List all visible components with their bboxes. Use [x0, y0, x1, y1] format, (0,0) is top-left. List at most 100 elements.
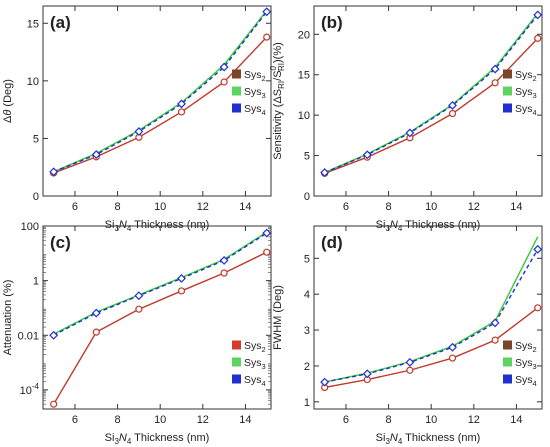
data-point — [490, 318, 500, 328]
data-point — [92, 328, 100, 336]
x-tick-label: 12 — [468, 201, 480, 213]
data-point — [220, 269, 228, 277]
data-point — [320, 168, 330, 178]
x-tick-label: 6 — [343, 201, 349, 213]
x-tick-label: 6 — [72, 414, 78, 426]
x-tick-label: 8 — [115, 414, 121, 426]
plot-frame — [42, 5, 272, 197]
legend-swatch — [232, 374, 241, 384]
plot-frame — [313, 5, 543, 197]
legend-label: Sys3 — [244, 357, 266, 371]
y-tick-label: 5 — [33, 133, 39, 145]
x-tick-label: 12 — [197, 201, 209, 213]
data-point — [263, 33, 271, 41]
y-tick-label: 4 — [304, 289, 310, 301]
data-point — [320, 377, 330, 387]
y-tick-label: 5 — [304, 151, 310, 163]
legend-label: Sys2 — [515, 69, 537, 83]
y-axis-label: Δθ (Deg) — [2, 79, 14, 123]
data-point — [177, 108, 186, 116]
panel-2: 6 8 10 12 14 0 5 10 15 20 Si3N4 Thickness (nm) Sens… — [269, 5, 543, 233]
x-tick-label: 10 — [154, 414, 166, 426]
panel-label: (a) — [50, 13, 71, 32]
data-point — [533, 244, 543, 254]
data-point — [362, 150, 372, 160]
legend-swatch — [503, 103, 512, 113]
x-tick-label: 8 — [115, 201, 121, 213]
data-point — [405, 128, 415, 138]
y-tick-label: 10 — [298, 110, 310, 122]
data-point — [490, 64, 500, 74]
panel-label: (d) — [321, 233, 343, 252]
legend-swatch — [232, 340, 241, 350]
x-tick-label: 14 — [239, 201, 251, 213]
panel-label: (c) — [50, 233, 71, 252]
data-point — [406, 366, 414, 374]
series-line-4 — [53, 232, 268, 336]
data-point — [49, 330, 59, 340]
data-point — [263, 248, 271, 256]
y-tick-label: 2 — [304, 361, 310, 373]
series-line-2 — [324, 37, 539, 175]
legend-label: Sys2 — [244, 340, 266, 354]
y-tick-label: 0 — [33, 191, 39, 203]
legend-swatch — [232, 86, 241, 96]
data-point — [448, 342, 457, 352]
data-point — [49, 167, 59, 177]
data-point — [134, 291, 144, 301]
data-point — [491, 336, 499, 344]
x-tick-label: 12 — [197, 414, 209, 426]
series-line-4 — [324, 248, 539, 383]
data-point — [491, 79, 499, 87]
legend-label: Sys3 — [515, 357, 537, 371]
data-point — [533, 10, 543, 20]
legend-label: Sys3 — [515, 86, 537, 100]
data-point — [220, 78, 228, 86]
panel-1: 6 8 10 12 14 0 5 10 15 Si3N4 Thickness (nm) Δθ (De… — [2, 5, 272, 233]
legend-label: Sys2 — [515, 340, 537, 354]
legend-swatch — [232, 357, 241, 367]
data-point — [91, 150, 101, 159]
x-tick-label: 10 — [425, 414, 437, 426]
legend-label: Sys2 — [244, 69, 266, 83]
legend-swatch — [503, 340, 512, 350]
x-tick-label: 14 — [510, 414, 522, 426]
x-tick-label: 14 — [510, 201, 522, 213]
y-tick-label: 20 — [298, 29, 310, 41]
data-point — [177, 274, 186, 283]
y-tick-label: 1 — [304, 397, 310, 409]
data-point — [534, 304, 542, 312]
panel-3: 6 8 10 12 14 10-4 0.01 1 100 Si3N4 Thickness (nm)… — [2, 221, 272, 446]
y-tick-label: 15 — [27, 18, 39, 30]
y-tick-label: 0 — [304, 191, 310, 203]
y-tick-label: 15 — [298, 70, 310, 82]
series-line-2 — [324, 307, 539, 389]
legend-label: Sys4 — [515, 103, 537, 117]
x-axis-label: Si3N4 Thickness (nm) — [376, 219, 481, 233]
data-point — [262, 228, 272, 238]
y-tick-label: 3 — [304, 325, 310, 337]
y-axis-label: FWHM (Deg) — [272, 285, 284, 350]
plot-frame — [42, 225, 272, 410]
y-tick-label: 10-4 — [20, 382, 40, 397]
data-point — [135, 305, 143, 313]
x-tick-label: 6 — [72, 201, 78, 213]
series-line-4 — [53, 11, 268, 173]
y-axis-label: Sensitivity (ΔSRI/S0RI)(%) — [269, 42, 286, 160]
legend-label: Sys4 — [244, 374, 266, 388]
data-point — [219, 255, 229, 265]
y-tick-label: 0.01 — [18, 330, 39, 342]
data-point — [50, 400, 58, 408]
x-axis-label: Si3N4 Thickness (nm) — [376, 432, 481, 446]
y-tick-label: 1 — [33, 276, 39, 288]
data-point — [177, 99, 186, 109]
data-point — [362, 369, 372, 379]
x-axis-label: Si3N4 Thickness (nm) — [105, 219, 210, 233]
x-tick-label: 10 — [154, 201, 166, 213]
data-point — [448, 100, 457, 110]
legend-label: Sys4 — [244, 103, 266, 117]
x-tick-label: 10 — [425, 201, 437, 213]
data-point — [448, 354, 457, 362]
